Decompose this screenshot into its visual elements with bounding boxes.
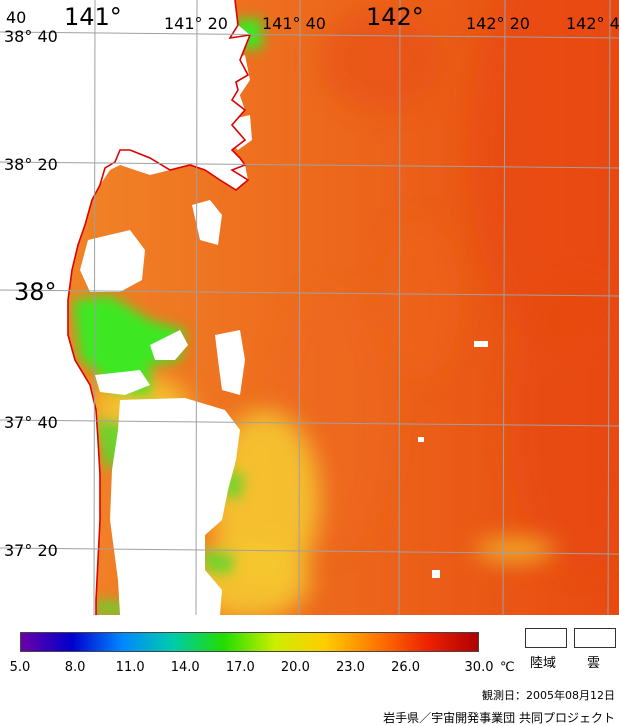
colorbar-tick-label: 30.0 xyxy=(464,660,494,675)
colorbar-tick-label: 5.0 xyxy=(9,660,31,675)
colorbar-tick-label: 11.0 xyxy=(115,660,145,675)
corner-label-fragment: 40 xyxy=(6,8,26,27)
lon-label-142-20: 142° 20 xyxy=(466,14,530,33)
project-credit: 岩手県／宇宙開発事業団 共同プロジェクト xyxy=(383,711,615,725)
lat-label-37-20: 37° 20 xyxy=(4,541,58,560)
lon-label-141: 141° xyxy=(64,3,122,31)
lon-label-141-20: 141° 20 xyxy=(164,14,228,33)
cloud-legend-swatch xyxy=(574,628,616,648)
lat-label-38-40: 38° 40 xyxy=(4,27,58,46)
sea-surface-temperature-map: 141° 141° 20 141° 40 142° 142° 20 142° 4… xyxy=(0,0,619,615)
lat-label-37-40: 37° 40 xyxy=(4,413,58,432)
lon-label-142: 142° xyxy=(366,3,424,31)
colorbar-tick-label: 8.0 xyxy=(64,660,86,675)
latitude-labels: 38° 40 38° 20 38° 37° 40 37° 20 xyxy=(4,27,58,560)
coastline xyxy=(67,0,252,615)
land-and-cloud-mask xyxy=(0,0,488,615)
lat-label-38: 38° xyxy=(14,278,57,306)
land-legend-label: 陸域 xyxy=(530,656,557,671)
land-legend-swatch xyxy=(525,628,567,648)
colorbar-tick-label: 14.0 xyxy=(170,660,200,675)
lon-label-142-40: 142° 4 xyxy=(566,14,619,33)
colorbar-tick-label: 20.0 xyxy=(280,660,310,675)
temperature-unit: ℃ xyxy=(500,660,515,675)
lon-label-141-40: 141° 40 xyxy=(262,14,326,33)
colorbar-tick-label: 26.0 xyxy=(391,660,421,675)
lat-label-38-20: 38° 20 xyxy=(4,155,58,174)
colorbar-tick-label: 23.0 xyxy=(335,660,365,675)
cloud-legend-label: 雲 xyxy=(587,656,601,671)
temperature-colorbar xyxy=(20,632,479,652)
observation-date: 観測日：2005年08月12日 xyxy=(482,689,615,702)
colorbar-tick-label: 17.0 xyxy=(225,660,255,675)
lat-lon-grid xyxy=(0,0,619,615)
longitude-labels: 141° 141° 20 141° 40 142° 142° 20 142° 4… xyxy=(6,3,619,33)
sst-map-canvas: 141° 141° 20 141° 40 142° 142° 20 142° 4… xyxy=(0,0,619,615)
